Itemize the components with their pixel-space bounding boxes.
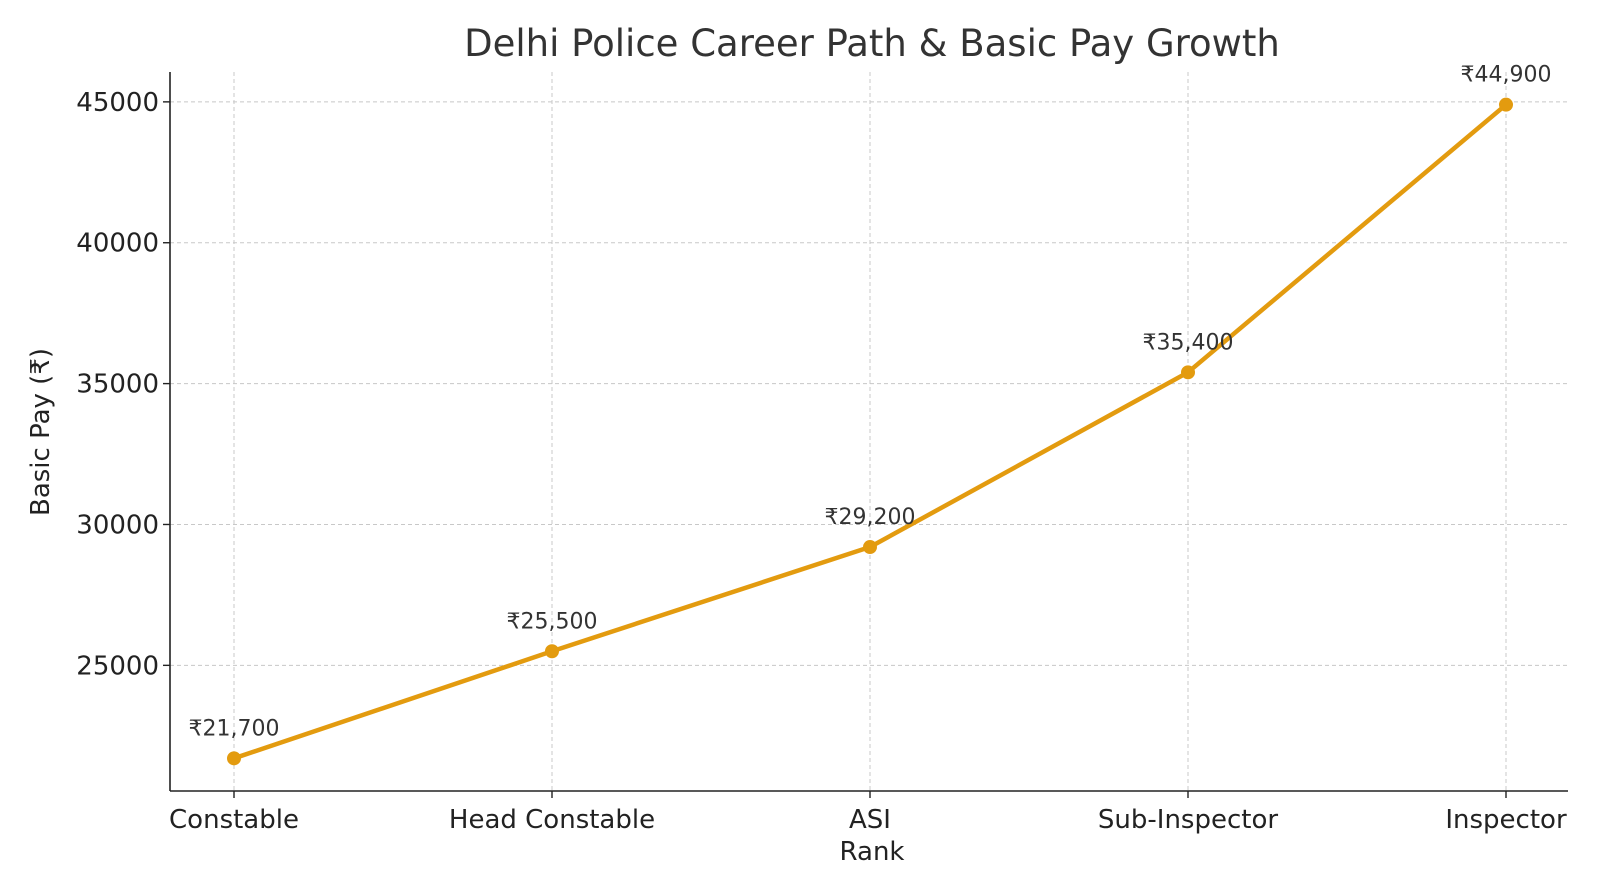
data-label: ₹29,200: [825, 505, 916, 530]
data-point: [545, 644, 559, 659]
x-tick-label: Sub-Inspector: [1098, 805, 1278, 835]
chart-title: Delhi Police Career Path & Basic Pay Gro…: [464, 22, 1280, 65]
axes-layer: [169, 72, 1568, 792]
data-point: [1181, 365, 1195, 380]
x-tick-label: Inspector: [1445, 805, 1567, 835]
grid-layer: [170, 72, 1568, 791]
x-axis-title: Rank: [840, 837, 905, 867]
data-label: ₹35,400: [1143, 330, 1234, 355]
y-tick-label: 30000: [76, 510, 159, 540]
y-tick-label: 35000: [76, 370, 159, 400]
data-point: [863, 540, 877, 555]
x-tick-label: Head Constable: [449, 805, 655, 835]
ticks-layer: Constable Head Constable ASI Sub-Inspector I…: [76, 88, 1567, 835]
data-point: [227, 751, 241, 766]
data-label: ₹44,900: [1461, 63, 1552, 88]
data-point: [1499, 97, 1513, 112]
series-layer: [227, 97, 1513, 766]
data-labels-layer: ₹21,700 ₹25,500 ₹29,200 ₹35,400 ₹44,900: [189, 63, 1552, 742]
y-axis-title: Basic Pay (₹): [26, 348, 56, 516]
y-tick-label: 40000: [76, 229, 159, 259]
y-tick-label: 45000: [76, 88, 159, 118]
x-tick-label: Constable: [169, 805, 299, 835]
y-tick-label: 25000: [76, 651, 159, 681]
data-label: ₹21,700: [189, 716, 280, 741]
x-tick-label: ASI: [849, 805, 891, 835]
data-label: ₹25,500: [507, 609, 598, 634]
